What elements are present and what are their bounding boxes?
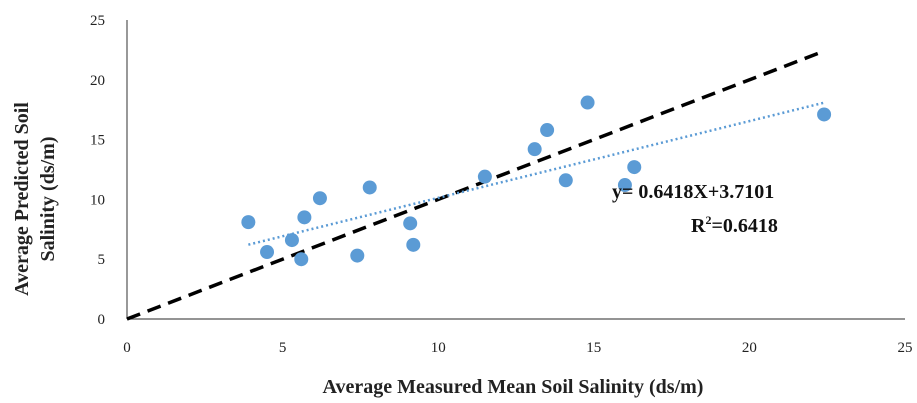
data-point — [617, 178, 632, 193]
data-point — [362, 180, 377, 195]
r2-prefix: R — [691, 215, 706, 237]
data-point — [260, 245, 275, 260]
data-point — [406, 237, 421, 252]
data-point — [241, 215, 256, 230]
y-axis-title-line-1: Average Predicted Soil — [11, 102, 33, 296]
data-point — [284, 233, 299, 248]
y-tick-labels: 0 5 10 15 20 25 — [90, 13, 105, 328]
linear-trendline — [248, 101, 825, 246]
y-tick-label: 0 — [98, 312, 106, 328]
data-points — [241, 95, 832, 267]
data-point — [558, 173, 573, 188]
r2-superscript: 2 — [705, 213, 711, 227]
data-point — [580, 95, 595, 110]
y-tick-label: 5 — [98, 252, 106, 268]
y-axis-title-line-2: Salinity (ds/m) — [37, 136, 59, 261]
data-point — [540, 123, 555, 138]
data-point — [350, 248, 365, 263]
data-point — [477, 169, 492, 184]
data-point — [403, 216, 418, 231]
x-tick-labels: 0 5 10 15 20 25 — [123, 340, 912, 356]
x-tick-label: 5 — [279, 340, 287, 356]
identity-reference-line — [126, 49, 825, 321]
r-squared-annotation: R2=0.6418 — [691, 213, 778, 237]
x-tick-label: 15 — [586, 340, 601, 356]
data-point — [527, 142, 542, 157]
data-point — [627, 160, 642, 175]
y-tick-label: 25 — [90, 13, 105, 29]
x-tick-label: 10 — [431, 340, 446, 356]
y-tick-label: 10 — [90, 192, 105, 208]
x-tick-label: 25 — [898, 340, 913, 356]
regression-equation: y= 0.6418X+3.7101 — [612, 181, 774, 203]
data-point — [297, 210, 312, 225]
data-point — [817, 107, 832, 122]
r2-value: =0.6418 — [711, 215, 777, 237]
y-tick-label: 15 — [90, 133, 105, 149]
data-point — [294, 252, 309, 267]
x-tick-label: 20 — [742, 340, 757, 356]
y-tick-label: 20 — [90, 73, 105, 89]
data-point — [312, 191, 327, 206]
x-tick-label: 0 — [123, 340, 131, 356]
x-axis-title: Average Measured Mean Soil Salinity (ds/… — [323, 376, 704, 398]
